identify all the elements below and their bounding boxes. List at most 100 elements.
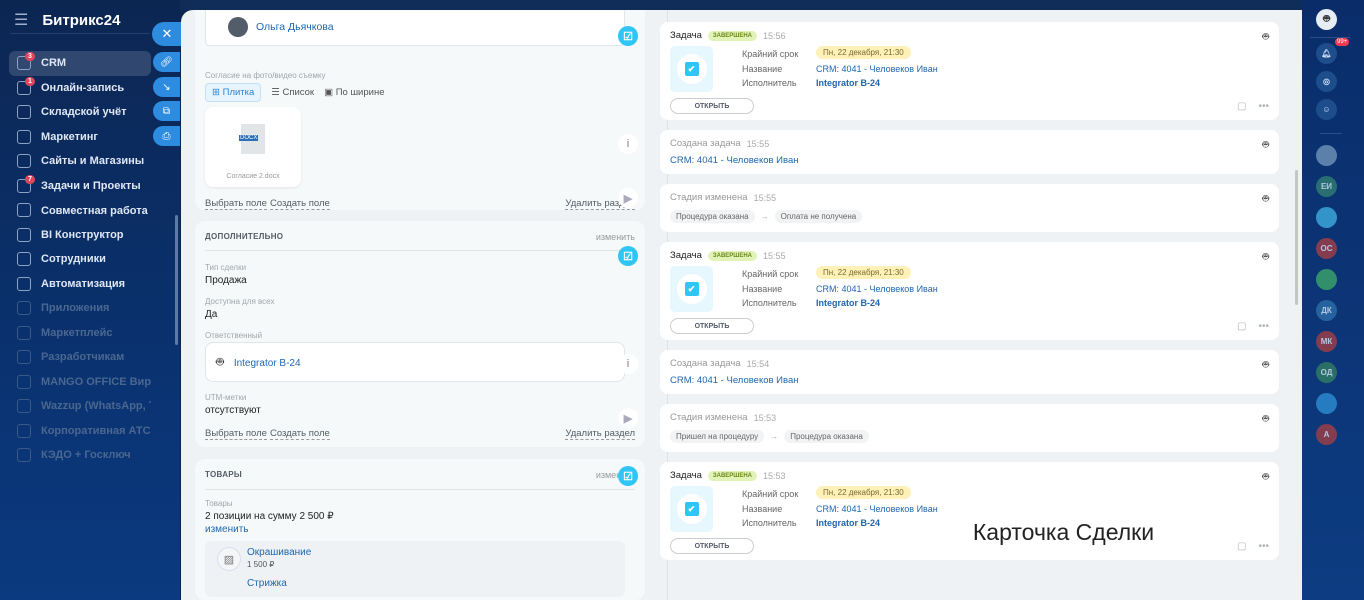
note-icon[interactable]: ▢ [1237,101,1247,112]
deadline-selector[interactable]: Пн, 22 декабря, 21:30 [816,266,911,279]
open-task-button[interactable]: ОТКРЫТЬ [670,538,754,554]
sidebar-item-label: Маркетинг [41,130,98,143]
assignee-link[interactable]: Integrator B-24 [816,298,881,308]
view-list-button[interactable]: ☰ Список [271,87,315,98]
sidebar-item[interactable]: Сотрудники [9,247,151,272]
stage-to: Оплата не получена [774,210,863,223]
sidebar-item[interactable]: 7 Задачи и Проекты [9,174,151,199]
sidebar-item[interactable]: Корпоративная АТС ... [9,419,151,444]
bell-icon[interactable]: 🔔︎ [1316,43,1337,64]
contact-avatar[interactable] [1316,393,1337,414]
select-field-link[interactable]: Выбрать поле [205,428,267,440]
top-bar [180,0,1302,10]
open-task-button[interactable]: ОТКРЫТЬ [670,98,754,114]
minimize-button[interactable]: ↘ [153,77,180,97]
user-avatar[interactable]: 🤖︎ [1316,9,1337,30]
sidebar-item[interactable]: Автоматизация [9,272,151,297]
field-label: Ответственный [205,331,263,340]
nav-icon [17,399,31,414]
task-name-link[interactable]: CRM: 4041 - Человеков Иван [816,64,938,74]
item-title: Задача [670,470,702,481]
open-new-window-button[interactable]: ⧉ [153,101,180,121]
consent-section: Ольга Дьячкова Согласие на фото/видео съ… [195,10,645,210]
more-icon[interactable]: ••• [1258,541,1269,552]
panel-scrollbar[interactable] [1295,170,1298,305]
product-name[interactable]: Окрашивание [247,547,312,558]
delete-section-link[interactable]: Удалить раздел [565,198,635,210]
sidebar-item[interactable]: Маркетплейс [9,321,151,346]
sidebar-item-label: Корпоративная АТС ... [41,424,151,437]
robot-icon: 🤖︎ [1262,193,1269,205]
more-icon[interactable]: ••• [1258,321,1269,332]
contact-avatar[interactable] [1316,269,1337,290]
print-button[interactable]: ⎙ [153,126,180,146]
create-field-link[interactable]: Создать поле [270,428,330,440]
note-icon[interactable]: ▢ [1237,321,1247,332]
delete-section-link[interactable]: Удалить раздел [565,428,635,440]
deadline-selector[interactable]: Пн, 22 декабря, 21:30 [816,46,911,59]
sidebar-item[interactable]: 1 Онлайн-запись [9,76,151,101]
sidebar-nav: 3 CRM 1 Онлайн-запись Складской учёт Маркетин… [9,51,151,468]
timeline-stage: ▶ Стадия изменена 15:55 🤖︎ Процедура оказана… [618,184,1279,232]
sidebar-scrollbar[interactable] [175,215,178,345]
sidebar-item[interactable]: MANGO OFFICE Вирт... [9,370,151,395]
logo[interactable]: ☰ Битрикс24 [14,11,121,30]
menu-icon[interactable]: ☰ [14,12,29,29]
more-icon[interactable]: ••• [1258,101,1269,112]
select-field-link[interactable]: Выбрать поле [205,198,267,210]
product-name[interactable]: Стрижка [247,578,287,589]
sidebar-item[interactable]: Маркетинг [9,125,151,150]
product-list: ▨ Окрашивание 1 500 ₽ Стрижка [205,541,625,597]
sidebar-item[interactable]: Сайты и Магазины [9,149,151,174]
item-time: 15:53 [753,412,777,423]
create-field-link[interactable]: Создать поле [270,198,330,210]
contact-avatar[interactable]: ДК [1316,300,1337,321]
open-task-button[interactable]: ОТКРЫТЬ [670,318,754,334]
copilot-icon[interactable]: ◎ [1316,71,1337,92]
chat-icon[interactable]: ☺ [1316,99,1337,120]
change-products-link[interactable]: изменить [205,524,249,535]
task-link[interactable]: CRM: 4041 - Человеков Иван [670,375,799,386]
contact-avatar[interactable]: ЕИ [1316,176,1337,197]
responsible-field: 🤖︎ Integrator B-24 [205,342,625,382]
status-badge: ЗАВЕРШЕНА [707,250,758,261]
edit-section-button[interactable]: изменить [595,470,635,480]
task-name-link[interactable]: CRM: 4041 - Человеков Иван [816,504,938,514]
task-name-link[interactable]: CRM: 4041 - Человеков Иван [816,284,938,294]
user-link[interactable]: Ольга Дьячкова [256,21,334,33]
contact-avatar[interactable] [1316,207,1337,228]
edit-section-button[interactable]: изменить [595,232,635,242]
stage-from: Пришел на процедуру [670,430,765,443]
deadline-selector[interactable]: Пн, 22 декабря, 21:30 [816,486,911,499]
close-button[interactable]: ✕ [152,22,182,46]
sidebar-item[interactable]: BI Конструктор [9,223,151,248]
nav-icon [17,325,31,340]
note-icon[interactable]: ▢ [1237,541,1247,552]
contact-avatar[interactable]: А [1316,424,1337,445]
assignee-link[interactable]: Integrator B-24 [816,78,881,88]
robot-icon: 🤖︎ [1262,359,1269,371]
contact-avatar[interactable]: ОС [1316,238,1337,259]
sidebar-item-label: Сотрудники [41,253,106,266]
count-badge: 7 [25,174,35,184]
assignee-link[interactable]: Integrator B-24 [816,518,881,528]
view-width-button[interactable]: ▣ По ширине [324,87,385,98]
sidebar-item[interactable]: Складской учёт [9,100,151,125]
sidebar-item[interactable]: Wazzup (WhatsApp, T... [9,394,151,419]
contact-avatar[interactable]: ОД [1316,362,1337,383]
sidebar-item[interactable]: 3 CRM [9,51,151,76]
contact-avatar[interactable] [1316,145,1337,166]
count-badge: 1 [25,76,35,86]
field-label: Исполнитель [742,298,797,308]
sidebar-item[interactable]: Совместная работа ⌄ [9,198,151,223]
sidebar-item[interactable]: Разработчикам [9,345,151,370]
contact-avatar[interactable]: МК [1316,331,1337,352]
copy-link-button[interactable]: 🔗︎ [153,52,180,72]
file-tile[interactable]: DOCX Согласие 2.docx [205,107,301,187]
view-tile-button[interactable]: ⊞ Плитка [205,83,262,102]
stage-icon: ▶ [618,408,638,428]
sidebar-item[interactable]: КЭДО + Госключ [9,443,151,468]
task-link[interactable]: CRM: 4041 - Человеков Иван [670,155,799,166]
sidebar-item[interactable]: Приложения [9,296,151,321]
responsible-link[interactable]: Integrator B-24 [233,357,301,369]
